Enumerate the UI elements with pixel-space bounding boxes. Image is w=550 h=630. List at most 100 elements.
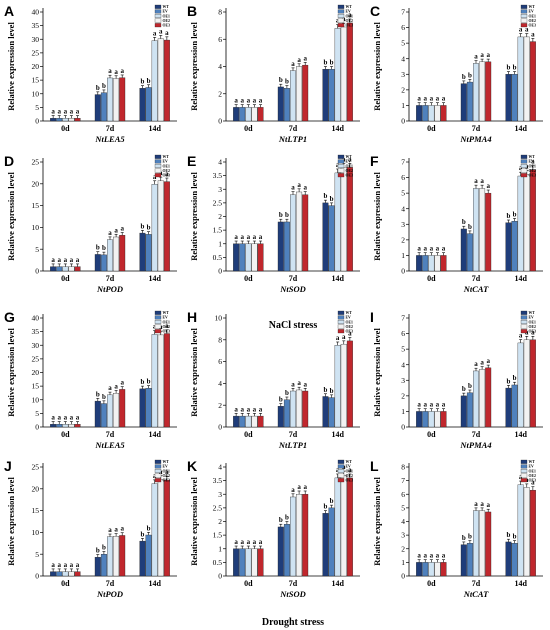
significance-letter: a [348,11,352,19]
y-tick-label: 25 [32,158,40,167]
x-tick-label: 0d [427,124,436,133]
legend-label: OE3 [163,24,170,28]
y-tick-label: 5 [401,189,405,198]
legend-swatch [154,164,162,168]
bar [94,557,101,577]
bar [440,105,447,122]
significance-letter: a [348,329,352,337]
panel-letter: I [370,309,374,325]
legend-swatch [154,478,162,483]
bar [68,424,75,428]
panel-a: A Relative expression level 0 5 10 15 20 25 30 35… [4,3,177,144]
y-tick-label: 3 [401,70,405,79]
legend-label: OE3 [346,479,353,483]
significance-letter: a [51,414,55,422]
bar [50,266,57,272]
bar [460,395,467,428]
bar [62,424,69,428]
bar [340,167,347,272]
gene-name: NtLEA5 [94,440,125,450]
bar [440,562,447,577]
bar [460,83,467,122]
significance-letter: a [253,233,257,241]
bar [145,388,152,428]
bar [422,105,429,122]
bar [505,541,512,577]
legend-label: OE2 [529,474,536,478]
legend-swatch [154,4,162,9]
legend-label: OE1 [346,469,353,473]
bar [56,266,63,272]
bar [517,36,524,122]
legend-label: OE1 [163,469,170,473]
bar [139,232,146,272]
y-tick-label: 20 [32,484,40,493]
x-tick-label: 14d [514,274,527,283]
gene-name: NtSOD [279,284,306,294]
bar [428,255,435,272]
significance-letter: b [462,73,466,81]
bar [62,266,69,272]
y-tick-label: 6 [401,329,405,338]
y-axis-label: Relative expression level [372,172,382,261]
significance-letter: a [531,158,535,166]
bar [334,477,341,577]
legend-swatch [337,23,345,28]
x-tick-label: 14d [331,579,344,588]
significance-letter: a [165,322,169,330]
bar [251,107,258,122]
y-tick-label: 0 [401,572,405,581]
x-tick-label: 14d [514,430,527,439]
bar [422,255,429,272]
bar [511,74,518,122]
significance-letter: a [291,60,295,68]
legend-swatch [154,315,162,320]
legend-label: OE2 [163,169,170,173]
legend-swatch [154,473,162,478]
legend-swatch [520,320,528,324]
bar [529,169,536,272]
y-tick-label: 15 [32,201,40,210]
y-tick-label: 10 [32,528,40,537]
bar [434,411,441,428]
panel-letter: A [4,3,14,19]
y-tick-label: 2 [218,212,222,221]
y-tick-label: 0 [35,267,39,276]
significance-letter: a [57,108,61,116]
bar [277,406,284,428]
legend-swatch [337,324,345,329]
significance-letter: a [247,97,251,105]
significance-letter: a [303,380,307,388]
significance-letter: b [147,224,151,232]
y-tick-label: 10 [215,314,223,323]
legend-label: OE2 [529,19,536,23]
significance-letter: a [120,525,124,533]
y-tick-label: 1 [401,558,405,567]
significance-letter: a [51,256,55,264]
significance-letter: a [165,29,169,37]
significance-letter: a [474,177,478,185]
x-tick-label: 14d [331,274,344,283]
legend-swatch [520,18,528,23]
bar [328,397,335,428]
panel-letter: G [4,309,15,325]
panel-letter: H [187,309,197,325]
significance-letter: b [147,524,151,532]
significance-letter: a [108,384,112,392]
panel-letter: J [4,458,12,474]
legend-swatch [337,464,345,469]
bar [334,345,341,428]
significance-letter: b [468,382,472,390]
y-tick-label: 4 [218,62,222,71]
legend-swatch [154,168,162,173]
y-tick-label: 3 [401,376,405,385]
bar [233,548,240,577]
bar [523,339,530,428]
legend-swatch [154,459,162,464]
significance-letter: a [108,229,112,237]
y-tick-label: 2 [218,401,222,410]
